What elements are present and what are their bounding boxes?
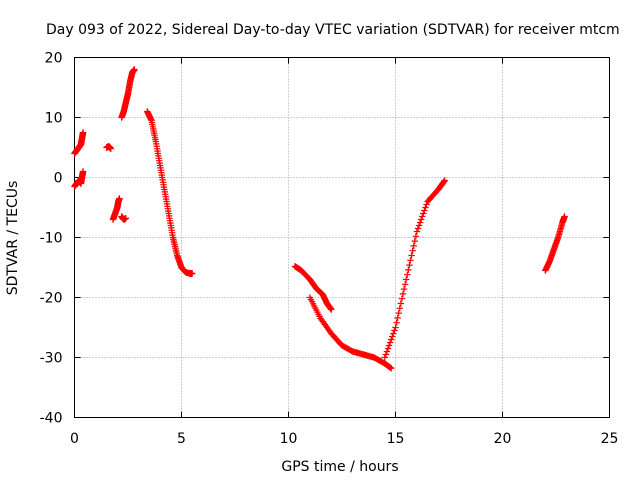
y-tick-label: -20 [40, 291, 63, 307]
data-point [417, 216, 425, 223]
y-tick-label: 20 [45, 51, 63, 67]
data-point [399, 290, 407, 298]
axis-ticks: 0 5 10 15 20 25 -40 -30 -20 -10 0 10 20 [40, 51, 619, 448]
y-tick-label: 0 [54, 171, 63, 187]
data-point [561, 213, 568, 220]
data-point [422, 204, 429, 211]
series-seg-mid-lower [306, 294, 395, 372]
data-point [131, 66, 138, 73]
data-point [116, 195, 123, 202]
data-point [390, 330, 397, 337]
y-tick-label: -40 [40, 411, 63, 427]
data-point [416, 219, 424, 226]
data-point [395, 309, 402, 317]
data-point [401, 281, 409, 288]
data-point [398, 295, 406, 302]
data-point [107, 145, 115, 152]
data-point [79, 168, 87, 175]
chart-title: Day 093 of 2022, Sidereal Day-to-day VTE… [46, 22, 620, 38]
data-point [189, 270, 196, 277]
data-point [383, 348, 391, 355]
series-seg-late [542, 213, 568, 274]
x-axis-title: GPS time / hours [281, 459, 398, 475]
data-point [388, 336, 395, 343]
y-tick-label: -30 [40, 351, 63, 367]
grid [74, 57, 610, 418]
data-point [415, 222, 423, 229]
series-seg-climb [381, 177, 448, 361]
data-point [407, 257, 414, 264]
data-point [419, 213, 426, 220]
x-tick-label: 15 [387, 431, 405, 447]
data-point [393, 319, 400, 326]
data-point [413, 228, 421, 235]
data-point [412, 233, 420, 240]
data-point [394, 314, 401, 322]
data-point [411, 237, 418, 245]
data-point [381, 354, 388, 361]
data-point [409, 247, 416, 254]
data-point [122, 215, 130, 222]
series-seg-small-1 [103, 143, 115, 152]
data-points [71, 66, 568, 372]
data-point [421, 207, 428, 214]
data-point [403, 276, 410, 283]
data-point [423, 201, 430, 208]
data-point [385, 342, 393, 349]
y-axis-title: SDTVAR / TECUs [5, 181, 21, 296]
data-point [441, 177, 448, 184]
data-point [79, 129, 87, 136]
data-point [386, 339, 394, 346]
series-seg-decline [144, 108, 196, 277]
series-seg-early-a [71, 129, 87, 157]
data-point [440, 178, 448, 185]
data-point [389, 333, 396, 340]
series-seg-rise [118, 66, 138, 121]
data-point [382, 351, 390, 358]
data-point [408, 252, 415, 259]
series-seg-small-3 [118, 213, 130, 223]
series-seg-early-b [71, 168, 87, 190]
data-point [392, 324, 399, 331]
data-point [406, 261, 413, 269]
y-tick-label: -10 [40, 231, 63, 247]
data-point [384, 345, 392, 352]
data-point [414, 225, 422, 232]
data-point [397, 300, 405, 307]
data-point [400, 285, 408, 293]
data-point [410, 242, 417, 250]
data-point [420, 210, 427, 217]
series-seg-small-2 [109, 195, 123, 223]
x-tick-label: 25 [601, 431, 619, 447]
y-tick-label: 10 [45, 111, 63, 127]
data-point [404, 271, 411, 278]
x-tick-label: 10 [280, 431, 298, 447]
data-point [396, 305, 403, 312]
x-tick-label: 5 [177, 431, 186, 447]
data-point [388, 365, 395, 372]
data-point [328, 306, 335, 313]
x-tick-label: 0 [70, 431, 79, 447]
series-seg-mid-upper [291, 263, 335, 313]
data-point [391, 327, 398, 334]
x-tick-label: 20 [494, 431, 512, 447]
data-point [405, 266, 412, 274]
